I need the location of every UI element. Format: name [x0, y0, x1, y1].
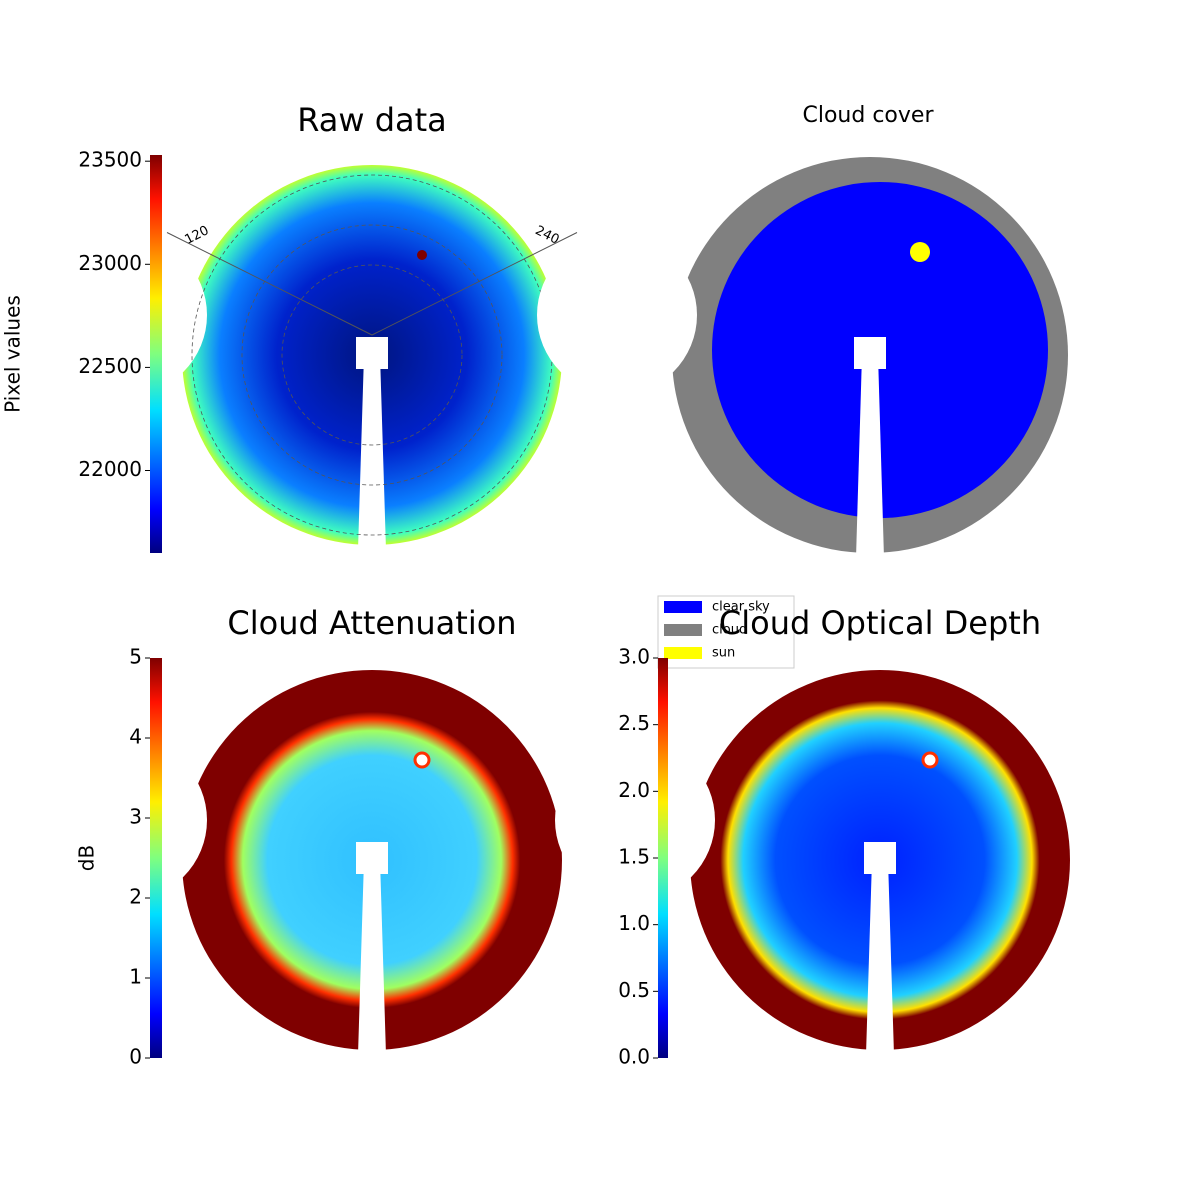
sun: [921, 751, 939, 769]
colorbar-tick-label: 23000: [78, 251, 142, 275]
sun: [417, 250, 427, 260]
legend-swatch: [664, 647, 702, 659]
colorbar-tick-label: 2.5: [618, 711, 650, 735]
colorbar-tick-label: 22500: [78, 354, 142, 378]
azimuth-line: [166, 232, 373, 336]
colorbar-tick-label: 2: [129, 885, 142, 909]
sky-image: [555, 670, 1070, 1055]
mast-head: [356, 842, 388, 874]
panel-title: Cloud Optical Depth: [719, 604, 1041, 642]
colorbar-tick-label: 1: [129, 965, 142, 989]
colorbar-label: dB: [75, 845, 99, 871]
colorbar-tick-label: 23500: [78, 148, 142, 172]
mast-head: [864, 842, 896, 874]
polar-ring: [281, 264, 463, 446]
sun: [413, 751, 431, 769]
legend-swatch: [664, 601, 702, 613]
colorbar-tick-label: 1.5: [618, 845, 650, 869]
obstruction: [555, 740, 715, 900]
colorbar: [658, 658, 668, 1058]
azimuth-label: 120: [183, 223, 212, 248]
azimuth-label: 240: [533, 223, 562, 248]
obstruction: [47, 235, 207, 395]
panel-title: Cloud cover: [803, 103, 935, 128]
colorbar-tick-label: 1.0: [618, 911, 650, 935]
legend-label: sun: [712, 646, 735, 661]
polar-ring: [241, 224, 503, 486]
mast-head: [854, 337, 886, 369]
colorbar-tick-label: 0.0: [618, 1045, 650, 1069]
sun-area: [910, 242, 930, 262]
mast: [358, 355, 386, 550]
panel-title: Raw data: [297, 101, 447, 139]
legend-swatch: [664, 624, 702, 636]
sky-image: [537, 157, 1068, 558]
colorbar-tick-label: 5: [129, 645, 142, 669]
colorbar-tick-label: 3: [129, 805, 142, 829]
azimuth-line: [371, 232, 578, 336]
sky-image: [47, 670, 562, 1055]
colorbar-tick-label: 3.0: [618, 645, 650, 669]
colorbar: [150, 658, 162, 1058]
mast: [866, 860, 894, 1055]
colorbar-tick-label: 0: [129, 1045, 142, 1069]
mast-head: [356, 337, 388, 369]
legend-label: clear sky: [712, 600, 770, 615]
mast: [856, 355, 884, 558]
legend-label: cloud: [712, 623, 747, 638]
colorbar-tick-label: 22000: [78, 457, 142, 481]
colorbar-tick-label: 4: [129, 725, 142, 749]
colorbar: [150, 155, 162, 553]
colorbar-tick-label: 0.5: [618, 978, 650, 1002]
panel-title: Cloud Attenuation: [227, 604, 516, 642]
obstruction: [537, 235, 697, 395]
colorbar-tick-label: 2.0: [618, 778, 650, 802]
colorbar-label: Pixel values: [1, 295, 25, 413]
legend: clear sky cloud sun: [657, 595, 795, 669]
obstruction: [47, 740, 207, 900]
mast: [358, 860, 386, 1055]
